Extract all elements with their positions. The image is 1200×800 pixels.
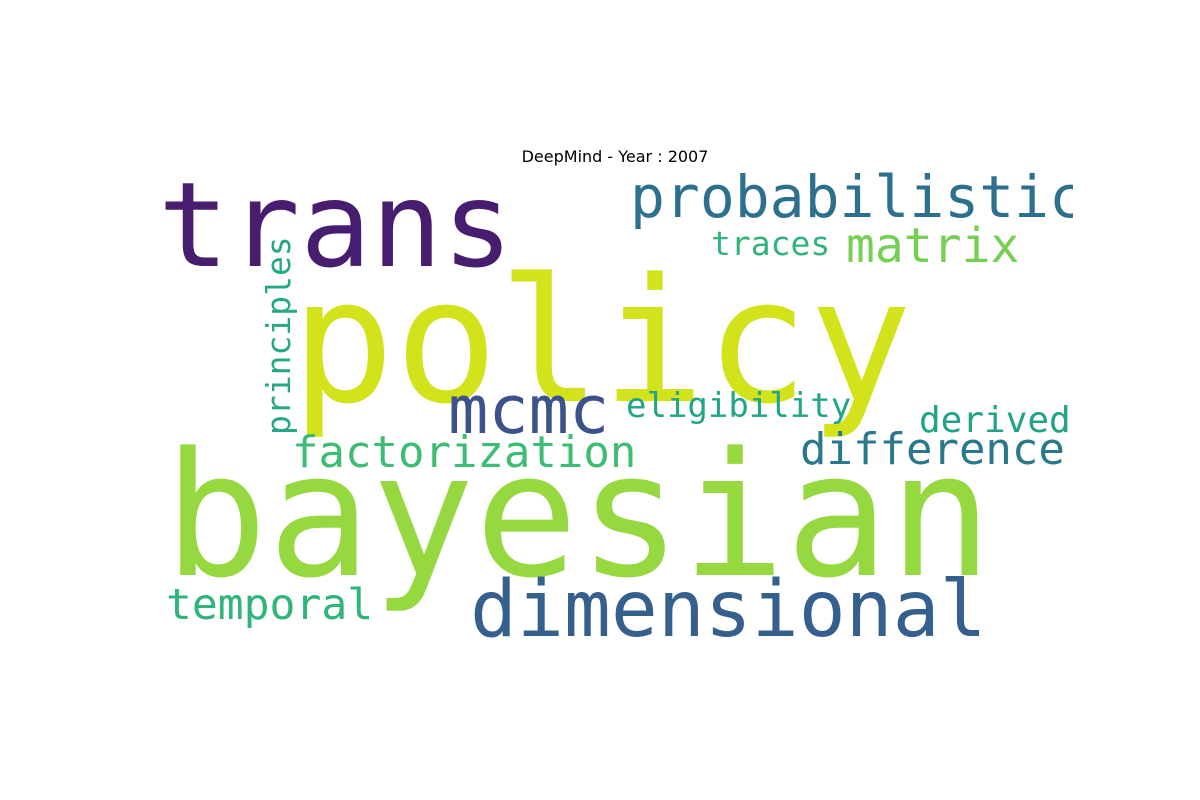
word-difference: difference bbox=[800, 424, 1065, 475]
word-policy: policy bbox=[291, 241, 912, 442]
word-mcmc: mcmc bbox=[448, 371, 609, 449]
word-trans: trans bbox=[158, 167, 513, 294]
word-cloud: bayesian policy trans dimensional probabilis… bbox=[156, 167, 1073, 640]
word-bayesian: bayesian bbox=[164, 415, 992, 616]
word-traces: traces bbox=[711, 224, 830, 263]
word-probabilistic: probabilistic bbox=[630, 167, 1073, 231]
word-factorization: factorization bbox=[292, 427, 636, 478]
word-matrix: matrix bbox=[846, 218, 1019, 274]
word-temporal: temporal bbox=[166, 580, 373, 630]
word-principles: principles bbox=[259, 236, 298, 435]
word-eligibility: eligibility bbox=[626, 386, 851, 426]
word-dimensional: dimensional bbox=[470, 565, 987, 640]
chart-title: DeepMind - Year : 2007 bbox=[521, 147, 709, 166]
word-derived: derived bbox=[919, 400, 1071, 441]
